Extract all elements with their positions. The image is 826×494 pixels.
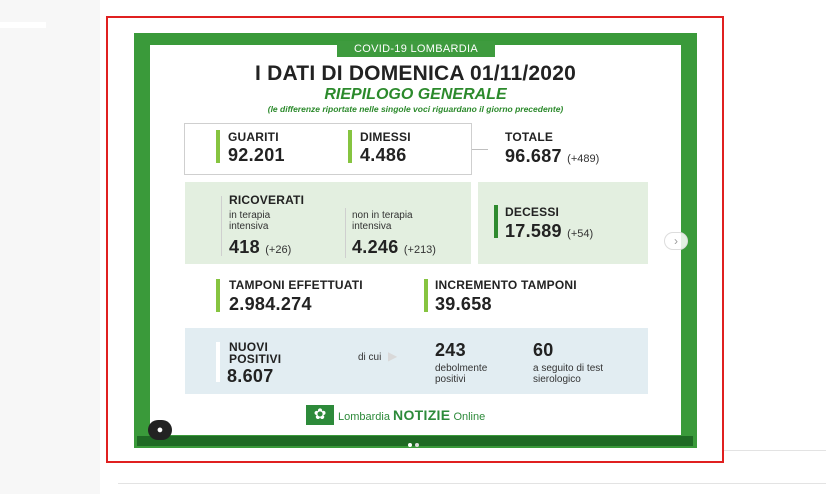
accent-bar xyxy=(216,279,220,312)
guariti-value: 92.201 xyxy=(228,145,285,165)
decessi-row: 17.589 (+54) xyxy=(505,221,593,242)
selection-highlight xyxy=(106,16,724,463)
differences-note: (le differenze riportate nelle singole v… xyxy=(267,104,564,114)
left-sidebar-area xyxy=(0,0,100,494)
guariti-dimessi-box xyxy=(184,123,472,175)
lombardia-rose-icon: ✿ xyxy=(306,405,334,425)
card-bottom-stripe xyxy=(137,436,693,446)
region-banner: COVID-19 LOMBARDIA xyxy=(337,41,495,57)
dimessi-label: DIMESSI xyxy=(360,130,411,144)
totale-delta: (+489) xyxy=(567,153,600,165)
terapia-intensiva-row: 418 (+26) xyxy=(229,237,291,258)
decessi-label: DECESSI xyxy=(505,205,560,219)
accent-bar xyxy=(216,342,220,382)
footer-brand: Lombardia NOTIZIE Online xyxy=(338,407,486,423)
divider xyxy=(118,483,826,484)
decessi-panel xyxy=(478,182,648,264)
divider xyxy=(724,450,826,451)
sierologico-value: 60 xyxy=(533,340,554,360)
nuovi-positivi-value: 8.607 xyxy=(227,366,274,386)
sierologico-label: a seguito di test sierologico xyxy=(533,363,604,385)
non-terapia-intensiva-value: 4.246 xyxy=(352,237,399,257)
totale-value: 96.687 xyxy=(505,146,562,166)
accent-bar xyxy=(216,130,220,163)
page-subtitle: RIEPILOGO GENERALE xyxy=(324,86,507,103)
totale-label: TOTALE xyxy=(505,130,554,144)
arrow-right-icon: ▶ xyxy=(388,349,398,363)
di-cui-label: di cui xyxy=(358,352,382,363)
incremento-value: 39.658 xyxy=(435,294,492,314)
non-terapia-intensiva-label: non in terapia intensiva xyxy=(352,210,413,232)
incremento-label: INCREMENTO TAMPONI xyxy=(435,278,577,292)
chevron-right-icon[interactable]: › xyxy=(664,232,688,250)
tamponi-value: 2.984.274 xyxy=(229,294,312,314)
connector-line xyxy=(472,149,488,150)
non-terapia-intensiva-row: 4.246 (+213) xyxy=(352,237,436,258)
terapia-intensiva-value: 418 xyxy=(229,237,260,257)
totale-row: 96.687 (+489) xyxy=(505,146,599,167)
debolmente-label: debolmente positivi xyxy=(435,363,488,385)
accent-bar xyxy=(424,279,428,312)
guariti-label: GUARITI xyxy=(228,130,279,144)
accent-bar xyxy=(494,205,498,238)
page-title: I DATI DI DOMENICA 01/11/2020 xyxy=(255,62,576,85)
debolmente-value: 243 xyxy=(435,340,466,360)
decessi-delta: (+54) xyxy=(567,228,594,240)
nuovi-positivi-label: NUOVI POSITIVI xyxy=(229,340,282,366)
ricoverati-label: RICOVERATI xyxy=(229,193,305,207)
carousel-indicator xyxy=(408,434,424,447)
accent-bar xyxy=(348,130,352,163)
user-tag-icon[interactable]: ● xyxy=(148,420,172,440)
terapia-intensiva-delta: (+26) xyxy=(265,244,292,256)
decessi-value: 17.589 xyxy=(505,221,562,241)
tamponi-label: TAMPONI EFFETTUATI xyxy=(229,278,363,292)
ricoverati-panel xyxy=(185,182,471,264)
terapia-intensiva-label: in terapia intensiva xyxy=(229,210,271,232)
non-terapia-intensiva-delta: (+213) xyxy=(403,244,436,256)
dimessi-value: 4.486 xyxy=(360,145,407,165)
nuovi-positivi-panel xyxy=(185,328,648,394)
